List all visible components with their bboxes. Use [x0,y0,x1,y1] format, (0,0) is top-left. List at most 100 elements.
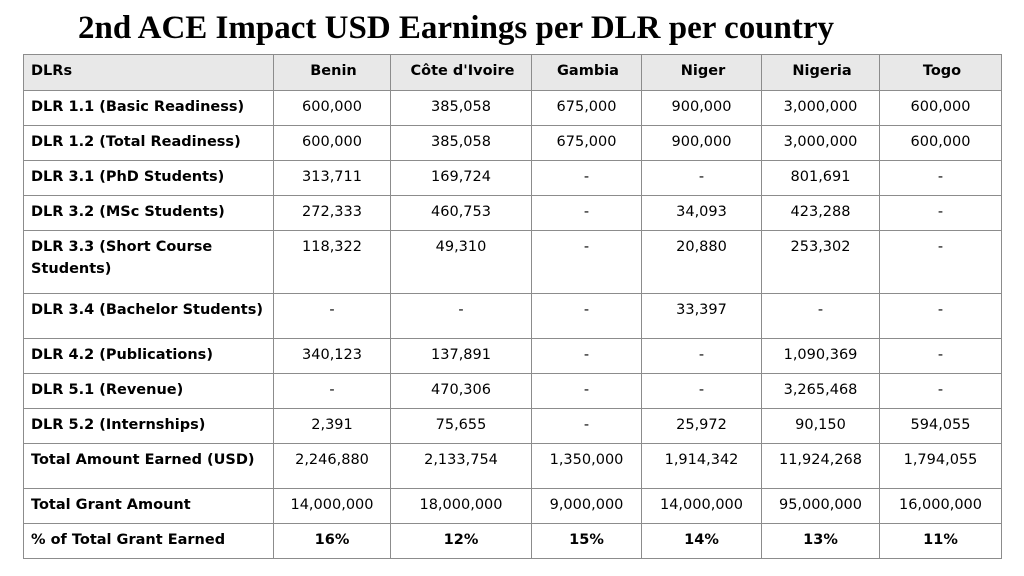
table-cell: 13% [761,523,880,559]
table-cell: 594,055 [879,408,1002,444]
table-cell: 600,000 [273,90,391,126]
row-label: DLR 3.1 (PhD Students) [23,160,274,196]
table-cell: - [531,373,642,409]
table-cell: 3,265,468 [761,373,880,409]
table-row: DLR 5.1 (Revenue) - 470,306 - - 3,265,46… [23,373,1002,409]
row-label: Total Grant Amount [23,488,274,524]
table-cell: 15% [531,523,642,559]
table-cell: - [879,293,1002,339]
table-cell: 18,000,000 [390,488,532,524]
table-cell: - [531,338,642,374]
table-row: % of Total Grant Earned 16% 12% 15% 14% … [23,523,1002,559]
table-header-row: DLRs Benin Côte d'Ivoire Gambia Niger Ni… [23,54,1002,91]
table-cell: - [531,408,642,444]
table-cell: 340,123 [273,338,391,374]
row-label: DLR 4.2 (Publications) [23,338,274,374]
table-cell: 75,655 [390,408,532,444]
table-cell: 272,333 [273,195,391,231]
row-label: % of Total Grant Earned [23,523,274,559]
table-row: DLR 1.2 (Total Readiness) 600,000 385,05… [23,125,1002,161]
row-label: DLR 3.4 (Bachelor Students) [23,293,274,339]
table-cell: - [531,195,642,231]
table-cell: 137,891 [390,338,532,374]
table-cell: 2,246,880 [273,443,391,489]
column-header: Nigeria [761,54,880,91]
table-row: DLR 4.2 (Publications) 340,123 137,891 -… [23,338,1002,374]
table-cell: - [531,230,642,294]
row-label: Total Amount Earned (USD) [23,443,274,489]
column-header: Côte d'Ivoire [390,54,532,91]
table-cell: 14,000,000 [273,488,391,524]
table-cell: 118,322 [273,230,391,294]
table-row: DLR 3.4 (Bachelor Students) - - - 33,397… [23,293,1002,339]
table-cell: - [761,293,880,339]
row-label: DLR 3.3 (Short Course Students) [23,230,274,294]
table-cell: 16% [273,523,391,559]
table-cell: 25,972 [641,408,762,444]
table-cell: 3,000,000 [761,125,880,161]
table-cell: 14% [641,523,762,559]
table-cell: 600,000 [879,125,1002,161]
table-cell: 9,000,000 [531,488,642,524]
row-label: DLR 1.1 (Basic Readiness) [23,90,274,126]
table-cell: 20,880 [641,230,762,294]
table-cell: 34,093 [641,195,762,231]
table-cell: - [641,338,762,374]
table-cell: 3,000,000 [761,90,880,126]
table-cell: - [879,195,1002,231]
earnings-table: DLRs Benin Côte d'Ivoire Gambia Niger Ni… [23,54,1002,559]
table-cell: - [273,293,391,339]
table-cell: - [273,373,391,409]
table-cell: 675,000 [531,90,642,126]
table-cell: 1,090,369 [761,338,880,374]
table-row: DLR 5.2 (Internships) 2,391 75,655 - 25,… [23,408,1002,444]
table-cell: - [390,293,532,339]
table-cell: 16,000,000 [879,488,1002,524]
table-cell: 95,000,000 [761,488,880,524]
table-cell: 169,724 [390,160,532,196]
table-cell: 90,150 [761,408,880,444]
table-cell: - [531,293,642,339]
table-cell: - [879,338,1002,374]
table-cell: 11,924,268 [761,443,880,489]
table-cell: 385,058 [390,125,532,161]
table-cell: 900,000 [641,90,762,126]
table-cell: 600,000 [273,125,391,161]
table-cell: 1,914,342 [641,443,762,489]
table-cell: - [641,160,762,196]
table-cell: 253,302 [761,230,880,294]
column-header: Togo [879,54,1002,91]
row-label: DLR 5.2 (Internships) [23,408,274,444]
column-header: Gambia [531,54,642,91]
table-row: DLR 1.1 (Basic Readiness) 600,000 385,05… [23,90,1002,126]
table-cell: 49,310 [390,230,532,294]
table-cell: 675,000 [531,125,642,161]
table-cell: - [531,160,642,196]
table-cell: - [879,373,1002,409]
table-cell: - [879,230,1002,294]
table-row: DLR 3.3 (Short Course Students) 118,322 … [23,230,1002,294]
table-cell: 12% [390,523,532,559]
table-cell: 14,000,000 [641,488,762,524]
table-row: DLR 3.1 (PhD Students) 313,711 169,724 -… [23,160,1002,196]
table-cell: 2,133,754 [390,443,532,489]
table-cell: 470,306 [390,373,532,409]
table-cell: 423,288 [761,195,880,231]
table-cell: 900,000 [641,125,762,161]
table-cell: 33,397 [641,293,762,339]
table-row: Total Grant Amount 14,000,000 18,000,000… [23,488,1002,524]
table-cell: 460,753 [390,195,532,231]
row-label: DLR 5.1 (Revenue) [23,373,274,409]
table-cell: 1,794,055 [879,443,1002,489]
column-header: Benin [273,54,391,91]
column-header: DLRs [23,54,274,91]
table-cell: 2,391 [273,408,391,444]
table-cell: 385,058 [390,90,532,126]
column-header: Niger [641,54,762,91]
table-cell: - [879,160,1002,196]
row-label: DLR 1.2 (Total Readiness) [23,125,274,161]
page-title: 2nd ACE Impact USD Earnings per DLR per … [78,10,835,46]
table-row: Total Amount Earned (USD) 2,246,880 2,13… [23,443,1002,489]
row-label: DLR 3.2 (MSc Students) [23,195,274,231]
table-cell: 801,691 [761,160,880,196]
